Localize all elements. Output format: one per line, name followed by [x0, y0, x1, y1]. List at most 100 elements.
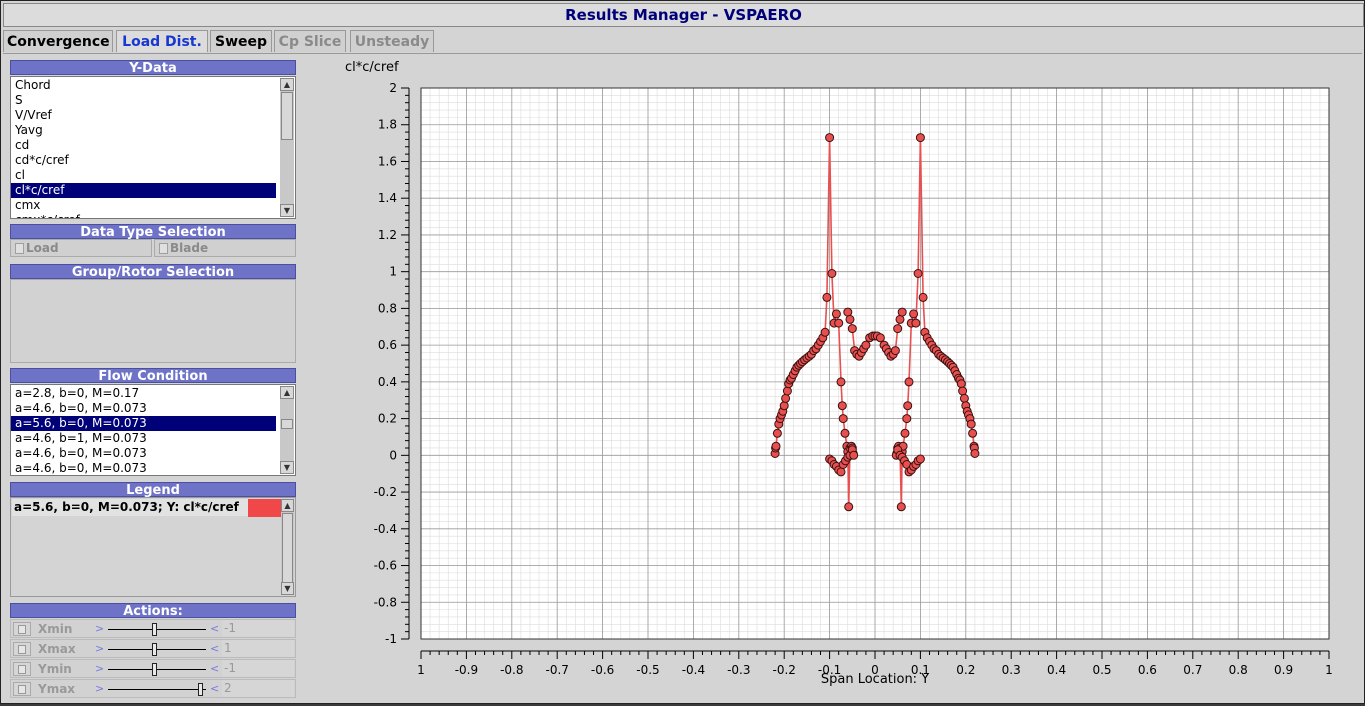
- data-point: [840, 428, 850, 438]
- y-tick-label: 0.8: [378, 301, 397, 315]
- ydata-item[interactable]: S: [15, 93, 23, 107]
- flow-condition-item[interactable]: a=4.6, b=0, M=0.073: [15, 401, 147, 415]
- ydata-item[interactable]: cmx: [15, 198, 41, 212]
- flow-scrollbar[interactable]: ▲ ▼: [280, 386, 294, 474]
- group-rotor-list[interactable]: [10, 279, 296, 363]
- x-tick-label: 0.6: [1138, 663, 1157, 677]
- data-point: [836, 467, 846, 477]
- data-point: [913, 269, 923, 278]
- xmax-toggle[interactable]: [13, 642, 31, 656]
- xmax-slider-track[interactable]: [108, 649, 206, 650]
- step-left-icon[interactable]: <: [210, 662, 220, 675]
- data-point: [900, 428, 910, 438]
- ymax-toggle[interactable]: [13, 682, 31, 696]
- legend-scrollbar[interactable]: ▲ ▼: [281, 499, 294, 595]
- x-tick-label: -0.4: [682, 663, 705, 677]
- load-toggle[interactable]: Load: [10, 239, 152, 257]
- ymax-slider-track[interactable]: [108, 689, 206, 690]
- scroll-down-icon[interactable]: ▼: [281, 582, 294, 595]
- ydata-scrollbar[interactable]: ▲ ▼: [280, 78, 294, 217]
- tab-cp-slice[interactable]: Cp Slice: [274, 30, 346, 52]
- step-right-icon[interactable]: >: [95, 662, 105, 675]
- step-right-icon[interactable]: >: [95, 682, 105, 695]
- y-axis-label: cl*c/cref: [345, 60, 399, 75]
- xmin-toggle[interactable]: [13, 622, 31, 636]
- ydata-item[interactable]: cl: [15, 168, 25, 182]
- data-point: [781, 393, 791, 403]
- ymin-slider-knob[interactable]: [152, 663, 157, 676]
- step-right-icon[interactable]: >: [95, 642, 105, 655]
- data-point: [834, 318, 844, 328]
- window-title: Results Manager - VSPAERO: [3, 3, 1364, 27]
- load-distribution-plot[interactable]: 2 1.8 1.6 1.4 1.2 1 0.8 0.6 0.4 0.2 0 -0.2 -0.4 -0.6 -…: [321, 57, 1346, 692]
- y-tick-label: -0.8: [374, 595, 397, 609]
- x-tick-label: 0.3: [1002, 663, 1021, 677]
- step-left-icon[interactable]: <: [210, 682, 220, 695]
- data-point: [771, 441, 781, 451]
- ymin-toggle[interactable]: [13, 662, 31, 676]
- data-point: [903, 401, 913, 411]
- scroll-up-icon[interactable]: ▲: [280, 386, 294, 399]
- ydata-item[interactable]: cd*c/cref: [15, 153, 69, 167]
- x-tick-label: 0.4: [1047, 663, 1066, 677]
- x-tick-label: 1: [417, 663, 425, 677]
- step-right-icon[interactable]: >: [95, 622, 105, 635]
- x-tick-label: 1: [1325, 663, 1333, 677]
- ydata-item[interactable]: Chord: [15, 78, 51, 92]
- scroll-thumb[interactable]: [281, 92, 293, 140]
- data-point: [825, 133, 835, 143]
- flow-condition-item[interactable]: a=5.6, b=0, M=0.073: [11, 416, 276, 431]
- y-tick-label: 1.2: [378, 228, 397, 242]
- tab-load-dist[interactable]: Load Dist.: [116, 30, 208, 52]
- data-point: [909, 309, 919, 319]
- legend-header: Legend: [10, 482, 296, 498]
- tab-convergence[interactable]: Convergence: [3, 30, 113, 52]
- ydata-item[interactable]: V/Vref: [15, 108, 52, 122]
- data-point: [820, 327, 830, 337]
- data-point: [843, 307, 853, 317]
- tab-sweep[interactable]: Sweep: [210, 30, 272, 52]
- x-tick-label: -0.5: [636, 663, 659, 677]
- data-point: [861, 340, 871, 350]
- step-left-icon[interactable]: <: [210, 622, 220, 635]
- xmin-slider-track[interactable]: [108, 629, 206, 630]
- flow-condition-item[interactable]: a=4.6, b=1, M=0.073: [15, 431, 147, 445]
- blade-toggle[interactable]: Blade: [154, 239, 296, 257]
- ydata-item[interactable]: cd: [15, 138, 30, 152]
- ymin-value[interactable]: -1: [222, 660, 294, 677]
- ydata-item[interactable]: cl*c/cref: [11, 183, 276, 198]
- xmin-value[interactable]: -1: [222, 620, 294, 637]
- scroll-thumb[interactable]: [282, 513, 293, 583]
- ymax-slider-knob[interactable]: [198, 683, 203, 696]
- flow-condition-item[interactable]: a=4.6, b=0, M=0.073: [15, 446, 147, 460]
- ydata-item[interactable]: cmx*c/cref: [11, 213, 276, 218]
- x-tick-label: 0.1: [911, 663, 930, 677]
- x-tick-label: 0.7: [1183, 663, 1202, 677]
- scroll-up-icon[interactable]: ▲: [281, 499, 294, 512]
- xmax-value[interactable]: 1: [222, 640, 294, 657]
- scroll-thumb[interactable]: [281, 419, 293, 429]
- scroll-up-icon[interactable]: ▲: [280, 78, 294, 91]
- flow-condition-item[interactable]: a=4.6, b=0, M=0.073: [15, 461, 147, 475]
- tab-unsteady[interactable]: Unsteady: [350, 30, 434, 52]
- ymin-slider-track[interactable]: [108, 669, 206, 670]
- y-tick-label: 1.4: [378, 191, 397, 205]
- flow-condition-list[interactable]: a=2.8, b=0, M=0.17 a=4.6, b=0, M=0.073 a=5…: [10, 384, 296, 476]
- ydata-list[interactable]: Chord S V/Vref Yavg cd cd*c/cref cl cl*c/cref cm…: [10, 76, 296, 219]
- step-left-icon[interactable]: <: [210, 642, 220, 655]
- data-point: [915, 454, 925, 464]
- scroll-down-icon[interactable]: ▼: [280, 461, 294, 474]
- data-point: [956, 379, 966, 389]
- ydata-item[interactable]: Yavg: [15, 123, 43, 137]
- xmax-slider-knob[interactable]: [152, 643, 157, 656]
- y-tick-label: 0.2: [378, 412, 397, 426]
- xmin-slider-knob[interactable]: [152, 623, 157, 636]
- data-point: [959, 393, 969, 403]
- x-tick-label: 0: [871, 663, 879, 677]
- y-tick-label: -0.2: [374, 485, 397, 499]
- data-point: [958, 386, 968, 396]
- scroll-down-icon[interactable]: ▼: [280, 204, 294, 217]
- ymax-value[interactable]: 2: [222, 680, 294, 697]
- y-tick-label: 2: [389, 81, 397, 95]
- flow-condition-item[interactable]: a=2.8, b=0, M=0.17: [15, 386, 140, 400]
